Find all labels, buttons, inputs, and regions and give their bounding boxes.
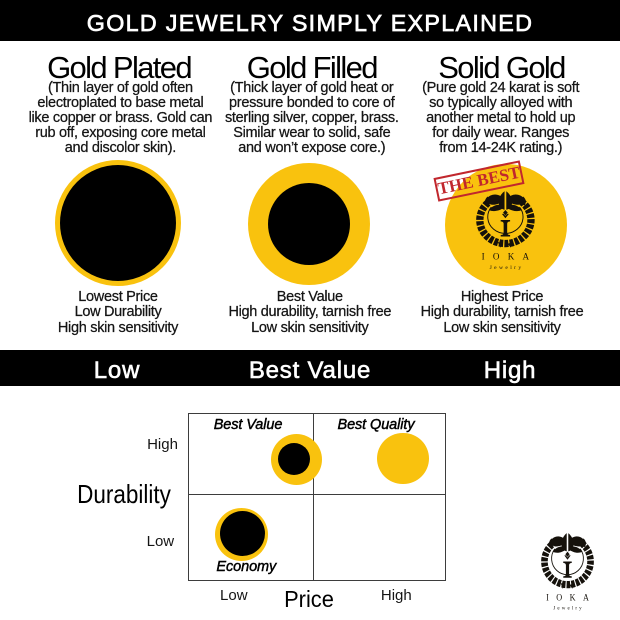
svg-text:IOKA: IOKA: [482, 251, 535, 261]
svg-text:Jewelry: Jewelry: [490, 265, 524, 271]
